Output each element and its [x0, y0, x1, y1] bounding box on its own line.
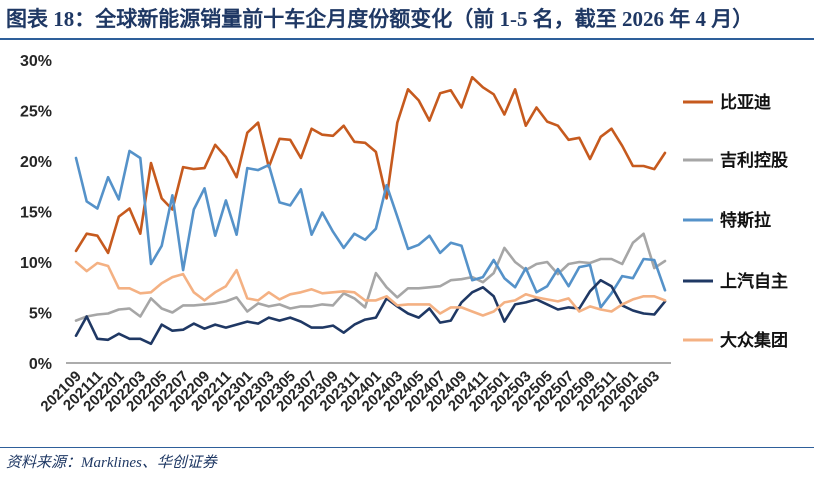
title-divider: [0, 38, 814, 40]
chart-title: 图表 18：全球新能源销量前十车企月度份额变化（前 1-5 名，截至 2026 …: [6, 7, 754, 31]
legend-item-geely: 吉利控股: [683, 150, 788, 170]
series-line-geely: [74, 232, 667, 322]
line-chart: 0% 5% 10% 15% 20% 25% 30% 20210920211120220120…: [20, 53, 788, 415]
y-tick-label: 15%: [20, 205, 52, 222]
y-axis-tick-labels: 0% 5% 10% 15% 20% 25% 30%: [20, 53, 52, 373]
y-tick-label: 0%: [29, 356, 52, 373]
series-line-saic: [74, 278, 667, 346]
y-tick-label: 30%: [20, 53, 52, 70]
legend-item-tesla: 特斯拉: [683, 210, 771, 230]
source-note: 资料来源：Marklines、华创证券: [6, 455, 217, 471]
legend: 比亚迪 吉利控股 特斯拉 上汽自主 大众集团: [683, 92, 788, 350]
x-axis-tick-labels: 2021092021112022012022032022052022072022…: [37, 368, 663, 415]
y-tick-label: 10%: [20, 255, 52, 272]
series-line-tesla: [74, 149, 667, 309]
y-tick-label: 5%: [29, 306, 52, 323]
legend-label-byd: 比亚迪: [720, 92, 771, 112]
series-line-vw: [74, 260, 667, 317]
legend-label-tesla: 特斯拉: [720, 210, 771, 230]
legend-item-saic: 上汽自主: [683, 271, 788, 291]
series-lines: [74, 75, 667, 346]
y-tick-label: 20%: [20, 154, 52, 171]
source-divider: [0, 447, 814, 448]
series-line-byd: [74, 75, 667, 255]
legend-label-vw: 大众集团: [720, 330, 788, 350]
y-tick-label: 25%: [20, 104, 52, 121]
legend-item-byd: 比亚迪: [683, 92, 771, 112]
legend-item-vw: 大众集团: [683, 330, 788, 350]
legend-label-geely: 吉利控股: [720, 150, 788, 170]
legend-label-saic: 上汽自主: [720, 271, 788, 291]
